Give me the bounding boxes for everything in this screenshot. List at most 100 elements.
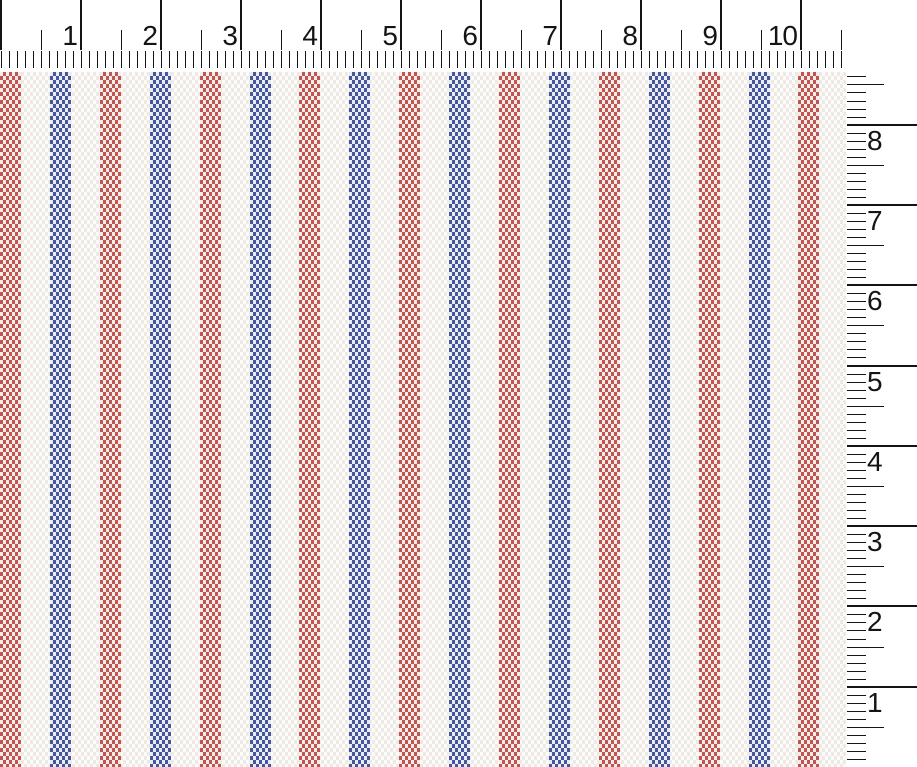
half-inch-tick: [847, 245, 884, 246]
tenth-inch-tick: [847, 157, 866, 158]
tenth-inch-tick: [585, 51, 586, 68]
tenth-inch-tick: [65, 51, 66, 68]
inch-label: 5: [382, 20, 398, 51]
tenth-inch-tick: [385, 51, 386, 68]
tenth-inch-tick: [847, 357, 866, 358]
tenth-inch-tick: [847, 333, 866, 334]
tenth-inch-tick: [847, 317, 866, 318]
tenth-inch-tick: [793, 51, 794, 68]
tenth-inch-tick: [847, 197, 866, 198]
inch-label: 8: [622, 20, 638, 51]
tenth-inch-tick: [33, 51, 34, 68]
fabric-stripe-red: [599, 72, 620, 767]
tenth-inch-tick: [529, 51, 530, 68]
half-inch-tick: [521, 30, 522, 50]
fabric-stripe-red: [798, 72, 819, 767]
tenth-inch-tick: [241, 51, 242, 68]
tenth-inch-tick: [441, 51, 442, 68]
tenth-inch-tick: [847, 189, 866, 190]
tenth-inch-tick: [633, 51, 634, 68]
inch-tick: [847, 605, 917, 607]
tenth-inch-tick: [129, 51, 130, 68]
tenth-inch-tick: [137, 51, 138, 68]
fabric-stripe-red: [399, 72, 420, 767]
fabric-stripe-blue: [449, 72, 470, 767]
tenth-inch-tick: [105, 51, 106, 68]
tenth-inch-tick: [847, 751, 866, 752]
tenth-inch-tick: [847, 711, 866, 712]
tenth-inch-tick: [89, 51, 90, 68]
tenth-inch-tick: [847, 101, 866, 102]
half-inch-tick: [121, 30, 122, 50]
tenth-inch-tick: [641, 51, 642, 68]
tenth-inch-tick: [745, 51, 746, 68]
tenth-inch-tick: [577, 51, 578, 68]
fabric-stripe-red: [0, 72, 21, 767]
tenth-inch-tick: [847, 422, 866, 423]
half-inch-tick: [681, 30, 682, 50]
fabric-stripe-blue: [649, 72, 670, 767]
tenth-inch-tick: [601, 51, 602, 68]
tenth-inch-tick: [841, 51, 842, 68]
inch-tick: [480, 0, 482, 50]
tenth-inch-tick: [847, 502, 866, 503]
tenth-inch-tick: [847, 213, 866, 214]
tenth-inch-tick: [273, 51, 274, 68]
tenth-inch-tick: [721, 51, 722, 68]
tenth-inch-tick: [217, 51, 218, 68]
tenth-inch-tick: [513, 51, 514, 68]
tenth-inch-tick: [847, 277, 866, 278]
tenth-inch-tick: [369, 51, 370, 68]
inch-tick: [847, 686, 917, 688]
tenth-inch-tick: [847, 550, 866, 551]
tenth-inch-tick: [847, 695, 866, 696]
tenth-inch-tick: [609, 51, 610, 68]
tenth-inch-tick: [225, 51, 226, 68]
tenth-inch-tick: [847, 518, 866, 519]
inch-label: 4: [302, 20, 318, 51]
tenth-inch-tick: [425, 51, 426, 68]
tenth-inch-tick: [561, 51, 562, 68]
tenth-inch-tick: [593, 51, 594, 68]
tenth-inch-tick: [185, 51, 186, 68]
tenth-inch-tick: [761, 51, 762, 68]
inch-label: 4: [867, 446, 883, 477]
fabric-stripe-blue: [250, 72, 271, 767]
tenth-inch-tick: [847, 542, 866, 543]
inch-tick: [800, 0, 802, 50]
inch-tick: [320, 0, 322, 50]
tenth-inch-tick: [121, 51, 122, 68]
tenth-inch-tick: [449, 51, 450, 68]
tenth-inch-tick: [801, 51, 802, 68]
tenth-inch-tick: [193, 51, 194, 68]
tenth-inch-tick: [409, 51, 410, 68]
tenth-inch-tick: [847, 703, 866, 704]
tenth-inch-tick: [169, 51, 170, 68]
inch-label: 5: [867, 366, 883, 397]
tenth-inch-tick: [847, 109, 866, 110]
half-inch-tick: [847, 165, 884, 166]
inch-tick: [640, 0, 642, 50]
half-inch-tick: [441, 30, 442, 50]
tenth-inch-tick: [847, 237, 866, 238]
fabric-stripe-red: [100, 72, 121, 767]
tenth-inch-tick: [41, 51, 42, 68]
tenth-inch-tick: [825, 51, 826, 68]
tenth-inch-tick: [625, 51, 626, 68]
tenth-inch-tick: [847, 743, 866, 744]
half-inch-tick: [847, 486, 884, 487]
inch-label: 7: [867, 205, 883, 236]
tenth-inch-tick: [729, 51, 730, 68]
tenth-inch-tick: [847, 221, 866, 222]
tenth-inch-tick: [25, 51, 26, 68]
tenth-inch-tick: [847, 117, 866, 118]
inch-tick: [847, 445, 917, 447]
tenth-inch-tick: [847, 253, 866, 254]
tenth-inch-tick: [113, 51, 114, 68]
half-inch-tick: [847, 647, 884, 648]
tenth-inch-tick: [673, 51, 674, 68]
tenth-inch-tick: [377, 51, 378, 68]
inch-tick: [400, 0, 402, 50]
inch-tick: [240, 0, 242, 50]
inch-tick: [847, 525, 917, 527]
